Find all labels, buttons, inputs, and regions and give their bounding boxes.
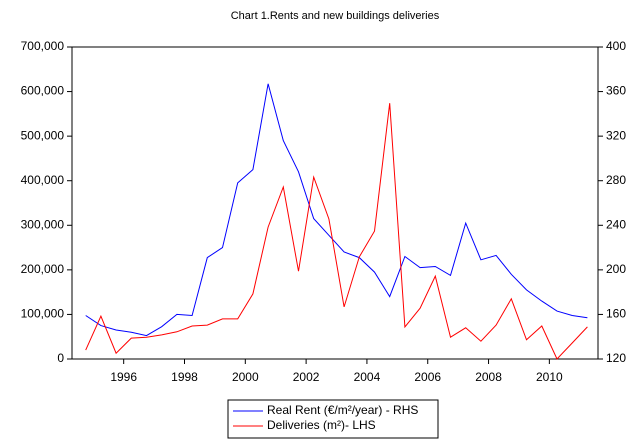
x-tick-label: 2004 xyxy=(354,370,381,384)
legend-label: Real Rent (€/m²/year) - RHS xyxy=(267,403,418,417)
y2-tick-label: 400 xyxy=(606,39,626,53)
y2-tick-label: 240 xyxy=(606,217,626,231)
series-line xyxy=(85,103,588,360)
y2-tick-label: 120 xyxy=(606,351,626,365)
plot-frame xyxy=(71,46,599,360)
y-tick-label: 100,000 xyxy=(21,307,65,321)
y2-tick-label: 280 xyxy=(606,173,626,187)
x-tick-label: 2010 xyxy=(536,370,563,384)
legend-box xyxy=(227,399,439,439)
y2-tick-label: 360 xyxy=(606,84,626,98)
chart-title: Chart 1.Rents and new buildings deliveri… xyxy=(231,10,440,22)
x-tick-label: 1998 xyxy=(171,370,198,384)
x-tick-label: 2006 xyxy=(414,370,441,384)
y-tick-label: 700,000 xyxy=(21,39,65,53)
y-tick-label: 300,000 xyxy=(21,217,65,231)
x-tick-label: 2000 xyxy=(232,370,259,384)
y2-tick-label: 160 xyxy=(606,307,626,321)
y-tick-label: 200,000 xyxy=(21,262,65,276)
y-tick-label: 400,000 xyxy=(21,173,65,187)
y-tick-label: 500,000 xyxy=(21,128,65,142)
x-tick-label: 1996 xyxy=(110,370,137,384)
y2-tick-label: 200 xyxy=(606,262,626,276)
legend-label: Deliveries (m²)- LHS xyxy=(267,418,376,432)
x-tick-label: 2002 xyxy=(293,370,320,384)
y-tick-label: 0 xyxy=(57,351,64,365)
y2-tick-label: 320 xyxy=(606,128,626,142)
series-line xyxy=(85,83,588,337)
x-tick-label: 2008 xyxy=(475,370,502,384)
y-tick-label: 600,000 xyxy=(21,84,65,98)
